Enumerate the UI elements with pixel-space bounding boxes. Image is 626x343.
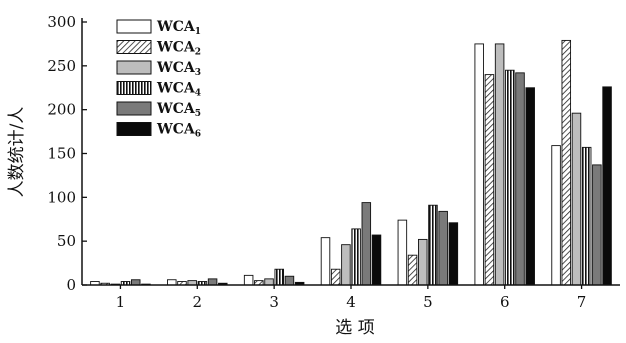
x-tick-label: 2 [193, 293, 203, 311]
bar-wca2-cat-7 [561, 39, 572, 286]
legend-label: WCA3 [156, 60, 201, 78]
bar-wca6-cat-7 [602, 86, 612, 286]
x-tick-label: 7 [577, 293, 587, 311]
legend-label: WCA5 [156, 101, 201, 119]
legend-swatch [116, 81, 152, 95]
y-tick-label: 250 [47, 57, 76, 75]
y-tick-label: 300 [47, 13, 76, 31]
legend-swatch [116, 19, 152, 34]
y-tick-label: 50 [57, 232, 76, 250]
x-axis-ticks: 1 2 3 4 5 6 7 [116, 285, 587, 311]
bar-wca4-cat-5 [428, 204, 438, 286]
bar-wca5-cat-1 [130, 279, 141, 286]
legend-swatch [116, 122, 152, 136]
bar-wca3-cat-7 [571, 112, 582, 286]
y-tick-label: 150 [47, 145, 76, 163]
legend-swatch [116, 101, 152, 116]
legend-label: WCA1 [156, 19, 201, 37]
plot-area [90, 39, 612, 286]
bar-wca1-cat-6 [474, 43, 484, 286]
bar-wca4-cat-7 [581, 146, 592, 286]
bar-wca3-cat-5 [418, 238, 428, 286]
bar-wca2-cat-5 [407, 254, 418, 286]
bar-wca4-cat-6 [505, 69, 515, 286]
bar-wca1-cat-7 [551, 145, 561, 286]
bar-wca5-cat-7 [592, 164, 602, 286]
legend-swatch [116, 60, 152, 75]
bar-wca4-cat-4 [351, 228, 361, 286]
x-tick-label: 5 [423, 293, 433, 311]
bar-wca5-cat-5 [438, 210, 448, 286]
x-tick-label: 1 [116, 293, 126, 311]
bar-wca3-cat-4 [341, 244, 351, 286]
legend-label: WCA4 [156, 81, 201, 99]
bar-wca1-cat-4 [320, 237, 331, 286]
legend: WCA1 WCA2 WCA3 WCA4 WCA5 WCA6 [116, 19, 201, 140]
bar-wca6-cat-4 [371, 234, 382, 286]
x-tick-label: 3 [269, 293, 279, 311]
bar-wca5-cat-4 [361, 202, 372, 286]
bar-wca2-cat-4 [330, 268, 341, 286]
x-axis-label: 选 项 [335, 318, 374, 338]
y-tick-label: 100 [47, 188, 76, 206]
bar-wca1-cat-5 [397, 219, 408, 286]
bar-wca5-cat-3 [284, 275, 295, 286]
bar-wca3-cat-6 [494, 43, 505, 286]
legend-label: WCA6 [156, 122, 201, 140]
bar-wca3-cat-3 [264, 278, 274, 286]
y-tick-label: 0 [66, 276, 76, 294]
x-tick-label: 6 [500, 293, 510, 311]
legend-swatch [116, 40, 152, 54]
bar-wca1-cat-3 [243, 274, 254, 286]
y-axis-ticks: 0 50 100 150 200 250 300 [47, 13, 87, 294]
bar-wca1-cat-2 [167, 279, 177, 286]
bar-wca5-cat-2 [207, 278, 218, 286]
bar-wca4-cat-3 [274, 268, 284, 286]
y-axis-label: 人数统计/人 [7, 107, 27, 198]
bar-wca6-cat-5 [448, 222, 459, 286]
bar-wca5-cat-6 [515, 72, 525, 286]
x-tick-label: 4 [346, 293, 356, 311]
y-tick-label: 200 [47, 101, 76, 119]
bar-wca2-cat-6 [484, 74, 495, 286]
legend-label: WCA2 [156, 40, 201, 58]
bar-wca6-cat-6 [525, 87, 535, 286]
